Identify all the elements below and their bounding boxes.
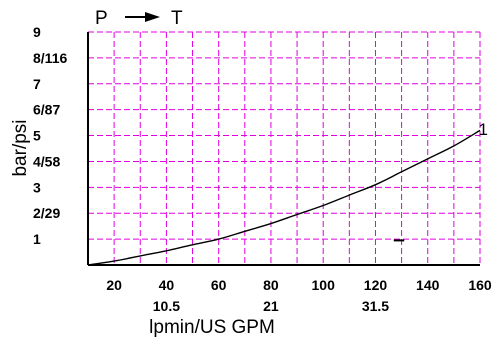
flow-direction: P T <box>95 8 183 29</box>
vertical-grid-lines <box>113 32 481 265</box>
horizontal-grid-lines <box>88 31 480 240</box>
series-label: 1 <box>479 120 488 139</box>
x-tick-label: 80 <box>263 277 279 293</box>
x-tick-label: 40 <box>159 277 175 293</box>
y-tick-label: 7 <box>33 76 41 92</box>
x-tick-label: 20 <box>106 277 122 293</box>
y-tick-label: 6/87 <box>33 102 60 118</box>
x-tick-label: 120 <box>364 277 388 293</box>
y-tick-label: 5 <box>33 128 41 144</box>
series-line <box>87 129 481 266</box>
flow-from-label: P <box>95 8 108 29</box>
x-secondary-tick-label: 31.5 <box>362 298 389 314</box>
axes <box>87 32 480 266</box>
y-tick-label: 1 <box>33 231 41 247</box>
y-axis-label: bar/psi <box>10 119 31 176</box>
y-tick-label: 2/29 <box>33 205 60 221</box>
x-tick-labels: 20 40 60 80 100 120 140 160 <box>106 277 492 293</box>
x-secondary-tick-label: 21 <box>263 298 279 314</box>
x-tick-label: 140 <box>416 277 440 293</box>
x-secondary-tick-label: 10.5 <box>153 298 180 314</box>
y-tick-label: 3 <box>33 179 41 195</box>
x-axis-label: lpmin/US GPM <box>149 317 275 338</box>
x-tick-label: 100 <box>312 277 336 293</box>
y-tick-label: 9 <box>33 24 41 40</box>
flow-arrow-icon <box>125 12 160 22</box>
x-tick-label: 160 <box>468 277 492 293</box>
flow-to-label: T <box>171 8 183 29</box>
y-tick-label: 4/58 <box>33 153 60 169</box>
y-tick-label: 8/116 <box>33 50 67 66</box>
x-tick-label: 60 <box>211 277 227 293</box>
y-tick-labels: 1 2/29 3 4/58 5 6/87 7 8/116 9 <box>33 24 67 247</box>
data-series <box>87 129 481 266</box>
x-secondary-tick-labels: 10.5 21 31.5 <box>153 298 390 314</box>
